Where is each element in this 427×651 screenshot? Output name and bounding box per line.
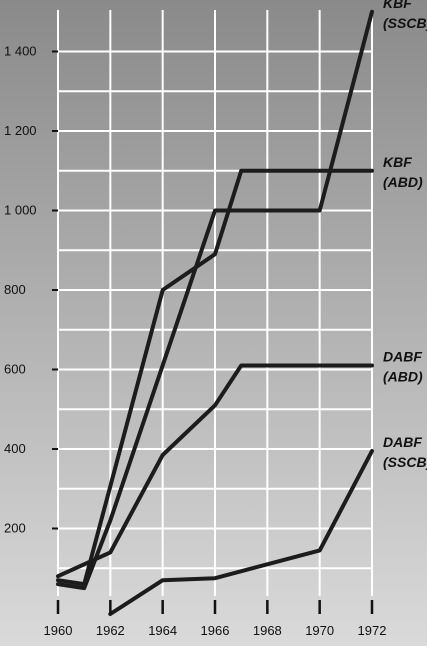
y-tick-label: 600 — [4, 362, 26, 377]
series-lines — [56, 9, 374, 616]
series-line-0 — [56, 9, 374, 591]
x-tick-label: 1960 — [44, 623, 73, 638]
x-tick-label: 1968 — [253, 623, 282, 638]
series-label: (ABD) — [383, 174, 423, 190]
series-line-2 — [56, 363, 374, 579]
series-line-3 — [108, 449, 374, 616]
x-tick-label: 1966 — [201, 623, 230, 638]
series-label: KBF — [383, 0, 412, 11]
grid — [57, 10, 373, 596]
x-tick-label: 1972 — [358, 623, 387, 638]
axes: 200 400 600 800 1 000 1 200 1 400 1960 1962 1964 1… — [4, 44, 386, 639]
series-label: (ABD) — [383, 369, 423, 385]
y-tick-label: 1 400 — [4, 44, 37, 59]
x-tick-label: 1970 — [305, 623, 334, 638]
series-labels: KBF (SSCB) KBF (ABD) DABF (ABD) DABF (SSCB) — [383, 0, 427, 470]
series-label: DABF — [383, 349, 422, 365]
y-tick-label: 400 — [4, 441, 26, 456]
x-tick-label: 1962 — [96, 623, 125, 638]
y-tick-label: 800 — [4, 282, 26, 297]
series-label: (SSCB) — [383, 15, 427, 31]
x-tick-label: 1964 — [148, 623, 177, 638]
y-tick-label: 200 — [4, 521, 26, 536]
y-tick-label: 1 200 — [4, 123, 37, 138]
y-tick-label: 1 000 — [4, 203, 37, 218]
series-label: KBF — [383, 154, 412, 170]
series-label: DABF — [383, 434, 422, 450]
series-label: (SSCB) — [383, 454, 427, 470]
series-line-1 — [56, 168, 374, 587]
